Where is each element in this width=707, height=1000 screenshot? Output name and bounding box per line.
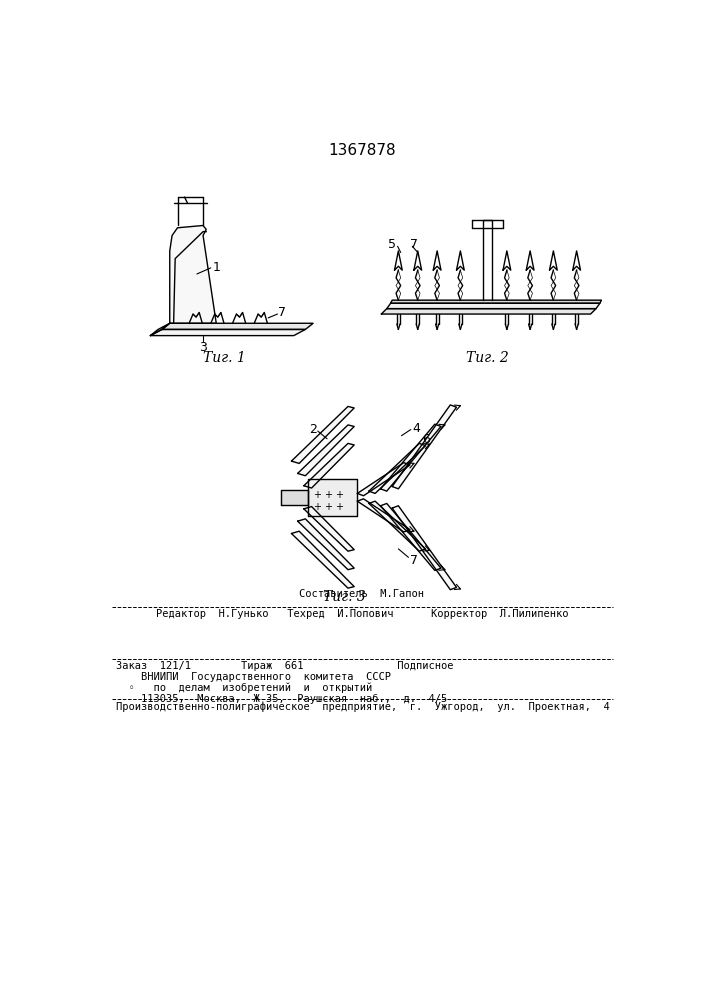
Text: 113035,  Москва,  Ж-35,  Раушская  наб.,  д.  4/5: 113035, Москва, Ж-35, Раушская наб., д. … <box>115 694 447 704</box>
Text: 1: 1 <box>212 261 221 274</box>
Text: Редактор  Н.Гунько   Техред  И.Попович      Корректор  Л.Пилипенко: Редактор Н.Гунько Техред И.Попович Корре… <box>156 609 568 619</box>
Text: 5: 5 <box>388 238 396 251</box>
Polygon shape <box>357 463 410 496</box>
Text: Τиг. 3: Τиг. 3 <box>323 590 366 604</box>
Polygon shape <box>380 424 441 491</box>
Polygon shape <box>369 501 426 551</box>
Polygon shape <box>387 303 600 309</box>
Polygon shape <box>392 506 457 590</box>
Polygon shape <box>357 499 410 532</box>
Text: 4: 4 <box>412 422 420 434</box>
Text: Производственно-полиграфическое  предприятие,  г.  Ужгород,  ул.  Проектная,  4: Производственно-полиграфическое предприя… <box>115 701 609 712</box>
Polygon shape <box>298 425 354 476</box>
Polygon shape <box>380 503 441 570</box>
Polygon shape <box>281 490 308 505</box>
Polygon shape <box>304 507 354 551</box>
Text: 6: 6 <box>421 433 429 446</box>
Text: ◦   по  делам  изобретений  и  открытий: ◦ по делам изобретений и открытий <box>115 683 372 693</box>
Text: 1367878: 1367878 <box>328 143 396 158</box>
Text: +: + <box>324 502 332 512</box>
Polygon shape <box>308 479 357 516</box>
Polygon shape <box>369 443 426 493</box>
Polygon shape <box>151 329 305 336</box>
Text: +: + <box>324 490 332 500</box>
Polygon shape <box>170 225 216 323</box>
Text: 7: 7 <box>279 306 286 319</box>
Text: 7: 7 <box>410 554 418 567</box>
Text: 7: 7 <box>410 238 418 251</box>
Text: +: + <box>313 502 321 512</box>
Text: +: + <box>334 502 343 512</box>
Text: +: + <box>313 490 321 500</box>
Polygon shape <box>391 300 602 303</box>
Text: Заказ  121/1        Тираж  661               Подписное: Заказ 121/1 Тираж 661 Подписное <box>115 661 453 671</box>
Polygon shape <box>291 531 354 588</box>
Polygon shape <box>304 443 354 488</box>
Text: +: + <box>334 490 343 500</box>
Polygon shape <box>381 309 596 314</box>
Text: Составитель  М.Гапон: Составитель М.Гапон <box>300 589 424 599</box>
Text: ВНИИПИ  Государственного  комитета  СССР: ВНИИПИ Государственного комитета СССР <box>115 672 390 682</box>
Text: Τиг. 2: Τиг. 2 <box>466 351 509 365</box>
Polygon shape <box>162 323 313 329</box>
Text: 3: 3 <box>199 341 207 354</box>
Polygon shape <box>392 405 457 489</box>
Polygon shape <box>291 406 354 463</box>
Polygon shape <box>151 323 170 336</box>
Polygon shape <box>298 519 354 570</box>
Text: 2: 2 <box>309 423 317 436</box>
Text: Τиг. 1: Τиг. 1 <box>203 351 245 365</box>
